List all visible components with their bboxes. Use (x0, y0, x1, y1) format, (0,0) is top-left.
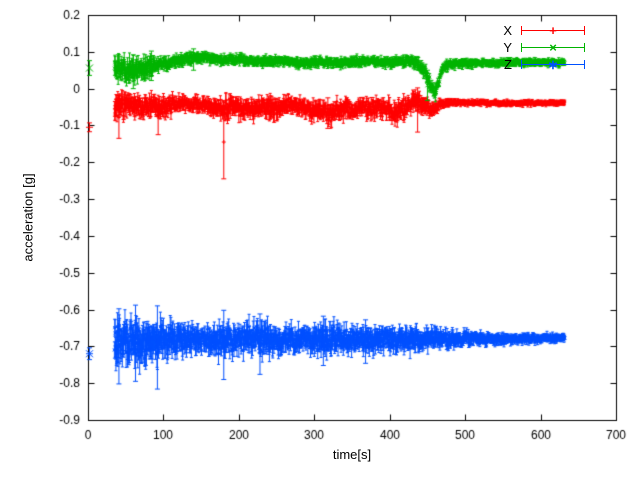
legend-row-y: Y × (498, 39, 585, 56)
y-axis-label: acceleration [g] (20, 173, 36, 262)
legend-label-y: Y (503, 40, 512, 55)
x-axis-label: time[s] (332, 447, 372, 462)
cross-marker-icon: × (549, 39, 557, 55)
sample-line (521, 47, 585, 48)
errorbar-sample-x: + (521, 24, 585, 37)
legend: X + Y × Z ∗ (498, 22, 585, 73)
plus-marker-icon: + (549, 22, 557, 38)
errorbar-cap-icon (584, 26, 585, 35)
errorbar-cap-icon (584, 60, 585, 69)
sample-line (521, 64, 585, 65)
asterisk-marker-icon: ∗ (547, 56, 559, 72)
legend-label-z: Z (504, 57, 512, 72)
errorbar-sample-y: × (521, 41, 585, 54)
legend-row-z: Z ∗ (498, 56, 585, 73)
errorbar-cap-icon (584, 43, 585, 52)
legend-label-x: X (503, 23, 512, 38)
errorbar-sample-z: ∗ (521, 58, 585, 71)
legend-row-x: X + (498, 22, 585, 39)
sample-line (521, 30, 585, 31)
